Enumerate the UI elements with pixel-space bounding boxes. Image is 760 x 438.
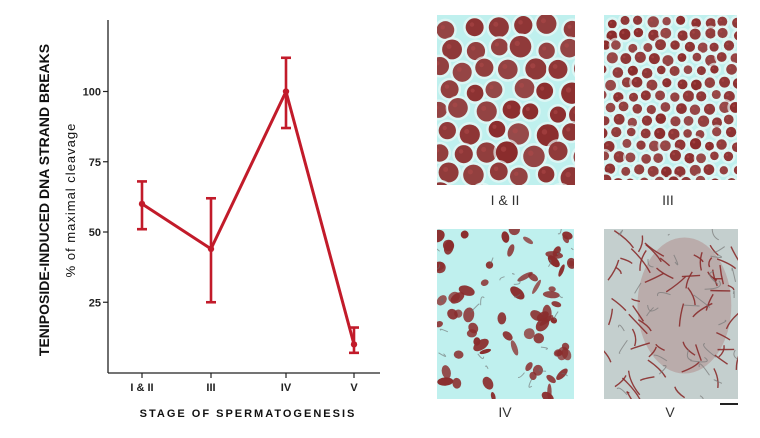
series-line: [141, 90, 356, 345]
y-tick-label: 50: [89, 227, 101, 239]
x-tick-label: I & II: [130, 382, 153, 394]
y-tick-label: 25: [89, 297, 101, 309]
y-tick-label: 75: [89, 157, 101, 169]
x-ticks: I & II III IV V: [130, 373, 358, 394]
y-tick-label: 100: [83, 87, 101, 99]
data-point: [207, 245, 215, 253]
scale-bar: [720, 403, 738, 405]
micrograph-panel-2: [604, 15, 737, 180]
data-point: [138, 200, 146, 208]
data-point: [282, 88, 290, 95]
x-tick-label: III: [206, 382, 215, 394]
micrograph-image: [604, 15, 737, 180]
micrograph-panel-4: [604, 229, 738, 399]
micrograph-label: III: [662, 192, 674, 208]
data-series: [137, 56, 359, 355]
micrograph-label: I & II: [490, 192, 520, 208]
y-axis-title: TENIPOSIDE-INDUCED DNA STRAND BREAKS: [36, 44, 52, 356]
micrograph-label: V: [665, 404, 675, 420]
micrograph-image: [437, 15, 575, 185]
x-axis-title: STAGE OF SPERMATOGENESIS: [140, 408, 357, 420]
micrograph-image: [604, 229, 738, 399]
micrograph-panel-3: [437, 229, 574, 399]
micrograph-panel-1: [437, 15, 575, 185]
line-chart: 25 50 75 100 I & II III IV V TENIPOSIDE-INDUCE…: [36, 20, 380, 420]
chart-axes: [107, 20, 380, 374]
micrograph-image: [437, 229, 574, 399]
y-axis-subtitle: % of maximal cleavage: [63, 123, 78, 278]
x-tick-label: V: [350, 382, 358, 394]
data-point: [350, 341, 358, 348]
y-ticks: 25 50 75 100: [83, 87, 108, 309]
x-tick-label: IV: [281, 382, 292, 394]
micrograph-label: IV: [498, 404, 512, 420]
